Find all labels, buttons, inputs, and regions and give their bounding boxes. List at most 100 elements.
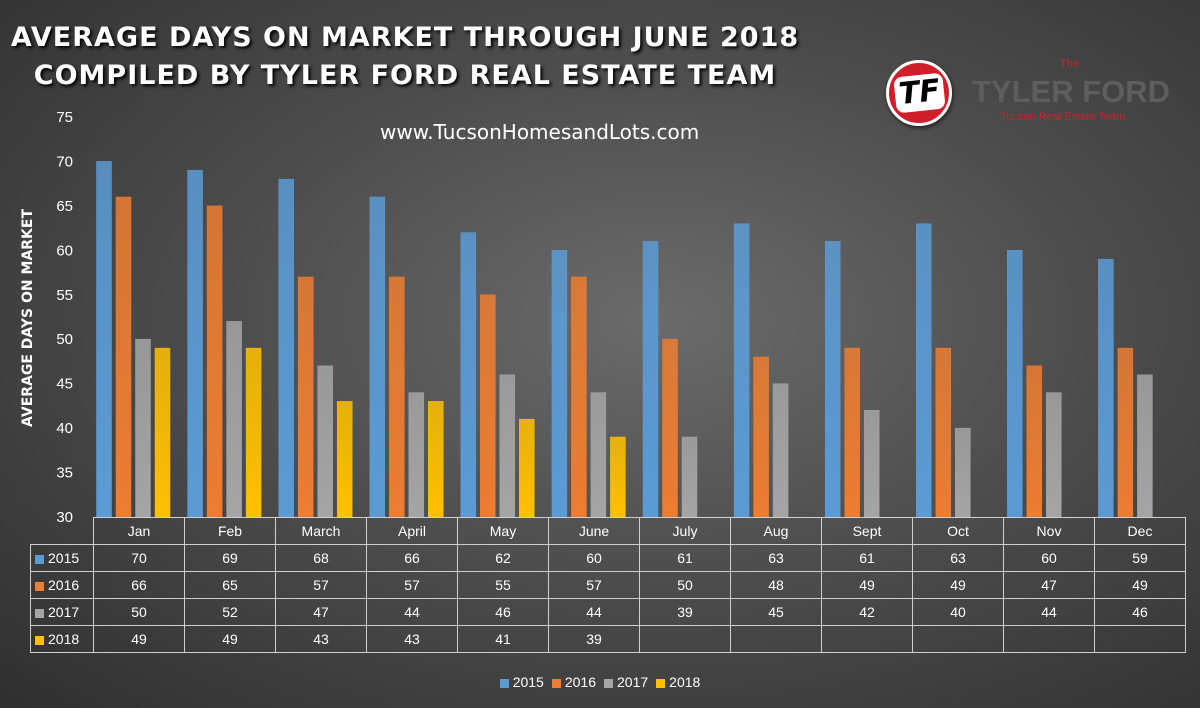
y-axis-label: AVERAGE DAYS ON MARKET xyxy=(20,208,36,428)
legend-label: 2015 xyxy=(512,674,544,690)
table-body: 2015 70 69 68 66 62 60 61 63 61 63 60 59 2016 66 65 57 57… xyxy=(30,544,1186,653)
table-cell: 49 xyxy=(93,625,185,653)
table-cell: 66 xyxy=(366,544,458,572)
series-swatch xyxy=(35,581,44,591)
table-cell: 57 xyxy=(548,571,640,599)
brand-the: The xyxy=(1060,58,1079,70)
table-cell: 65 xyxy=(184,571,276,599)
legend-item-2018: 2018 xyxy=(656,674,700,690)
table-cell: 46 xyxy=(1094,598,1186,626)
table-month-july: July xyxy=(639,517,731,545)
table-cell: 39 xyxy=(639,598,731,626)
bar-2017-feb xyxy=(226,321,242,518)
table-cell: 44 xyxy=(548,598,640,626)
table-cell: 55 xyxy=(457,571,549,599)
bar-2018-april xyxy=(428,401,444,518)
table-cell: 49 xyxy=(184,625,276,653)
table-cell: 59 xyxy=(1094,544,1186,572)
bar-2017-july xyxy=(681,436,698,518)
table-cell: 49 xyxy=(1094,571,1186,599)
bar-2016-jan xyxy=(115,196,132,518)
table-cell xyxy=(821,625,913,653)
bar-2018-may xyxy=(519,418,535,518)
y-tick-label: 45 xyxy=(56,376,73,393)
bar-2016-may xyxy=(480,294,496,518)
series-swatch xyxy=(35,608,44,618)
bar-2015-aug xyxy=(733,223,750,518)
table-month-may: May xyxy=(457,517,549,545)
table-month-oct: Oct xyxy=(912,517,1004,545)
legend-item-2015: 2015 xyxy=(499,674,544,690)
table-cell: 40 xyxy=(912,598,1004,626)
bar-2017-dec xyxy=(1137,374,1153,518)
legend-swatch xyxy=(499,678,509,688)
logo-mark: TF xyxy=(892,72,946,114)
data-table: Jan Feb March April May June July Aug Sept Oct Nov… xyxy=(30,517,1186,653)
y-tick-label: 35 xyxy=(56,465,73,482)
bar-2015-march xyxy=(278,178,294,518)
table-cell: 43 xyxy=(275,625,367,653)
table-cell: 63 xyxy=(912,544,1004,572)
table-cell xyxy=(639,625,731,653)
bar-2016-dec xyxy=(1117,347,1134,518)
table-corner xyxy=(30,517,94,545)
bar-2015-dec xyxy=(1098,258,1114,518)
y-tick-label: 55 xyxy=(56,287,73,304)
series-name: 2016 xyxy=(48,577,80,593)
legend-label: 2016 xyxy=(564,674,596,690)
table-header-row: Jan Feb March April May June July Aug Sept Oct Nov… xyxy=(30,517,1186,545)
table-cell: 52 xyxy=(184,598,276,626)
legend-swatch xyxy=(656,678,666,688)
table-month-nov: Nov xyxy=(1003,517,1095,545)
bar-2015-june xyxy=(551,250,568,518)
table-cell: 50 xyxy=(639,571,731,599)
table-cell: 45 xyxy=(730,598,822,626)
table-cell: 42 xyxy=(821,598,913,626)
bar-2015-sept xyxy=(824,241,841,518)
series-name: 2015 xyxy=(48,550,80,566)
bar-2018-jan xyxy=(154,347,171,518)
bar-2016-sept xyxy=(844,347,860,518)
chart-subtitle: COMPILED BY TYLER FORD REAL ESTATE TEAM xyxy=(33,60,777,91)
bar-2016-june xyxy=(571,276,587,518)
bar-2018-june xyxy=(610,436,626,518)
legend: 2015 2016 2017 2018 xyxy=(0,674,1200,690)
table-row: 2015 70 69 68 66 62 60 61 63 61 63 60 59 xyxy=(30,544,1186,572)
legend-label: 2018 xyxy=(669,674,701,690)
table-month-june: June xyxy=(548,517,640,545)
bar-2016-july xyxy=(662,338,678,518)
table-cell: 47 xyxy=(1003,571,1095,599)
bar-2017-nov xyxy=(1046,392,1062,518)
legend-item-2017: 2017 xyxy=(604,674,648,690)
bar-2017-jan xyxy=(135,338,151,518)
bar-2017-oct xyxy=(955,427,971,518)
y-tick-label: 70 xyxy=(56,153,73,170)
y-tick-label: 65 xyxy=(56,198,73,215)
table-cell xyxy=(912,625,1004,653)
table-cell xyxy=(1003,625,1095,653)
table-cell: 44 xyxy=(1003,598,1095,626)
table-cell: 66 xyxy=(93,571,185,599)
series-name: 2017 xyxy=(48,604,80,620)
bar-2015-oct xyxy=(916,223,932,518)
bar-2015-may xyxy=(460,232,477,518)
table-cell: 61 xyxy=(821,544,913,572)
legend-swatch xyxy=(604,678,613,688)
bar-2016-feb xyxy=(206,205,223,518)
table-cell: 68 xyxy=(275,544,367,572)
legend-item-2016: 2016 xyxy=(551,674,596,690)
table-cell: 47 xyxy=(275,598,367,626)
bar-2017-may xyxy=(499,374,516,518)
table-row-label: 2015 xyxy=(30,544,94,572)
bar-2017-april xyxy=(408,392,425,518)
table-cell: 62 xyxy=(457,544,549,572)
legend-swatch xyxy=(551,678,561,688)
bar-2016-march xyxy=(297,276,314,518)
table-row: 2017 50 52 47 44 46 44 39 45 42 40 44 46 xyxy=(30,598,1186,626)
bar-2016-nov xyxy=(1026,365,1043,518)
website-url: www.TucsonHomesandLots.com xyxy=(380,120,700,144)
table-month-jan: Jan xyxy=(93,517,185,545)
table-row-label: 2017 xyxy=(30,598,94,626)
series-name: 2018 xyxy=(48,631,80,647)
tyler-ford-logo: TF xyxy=(886,60,952,126)
